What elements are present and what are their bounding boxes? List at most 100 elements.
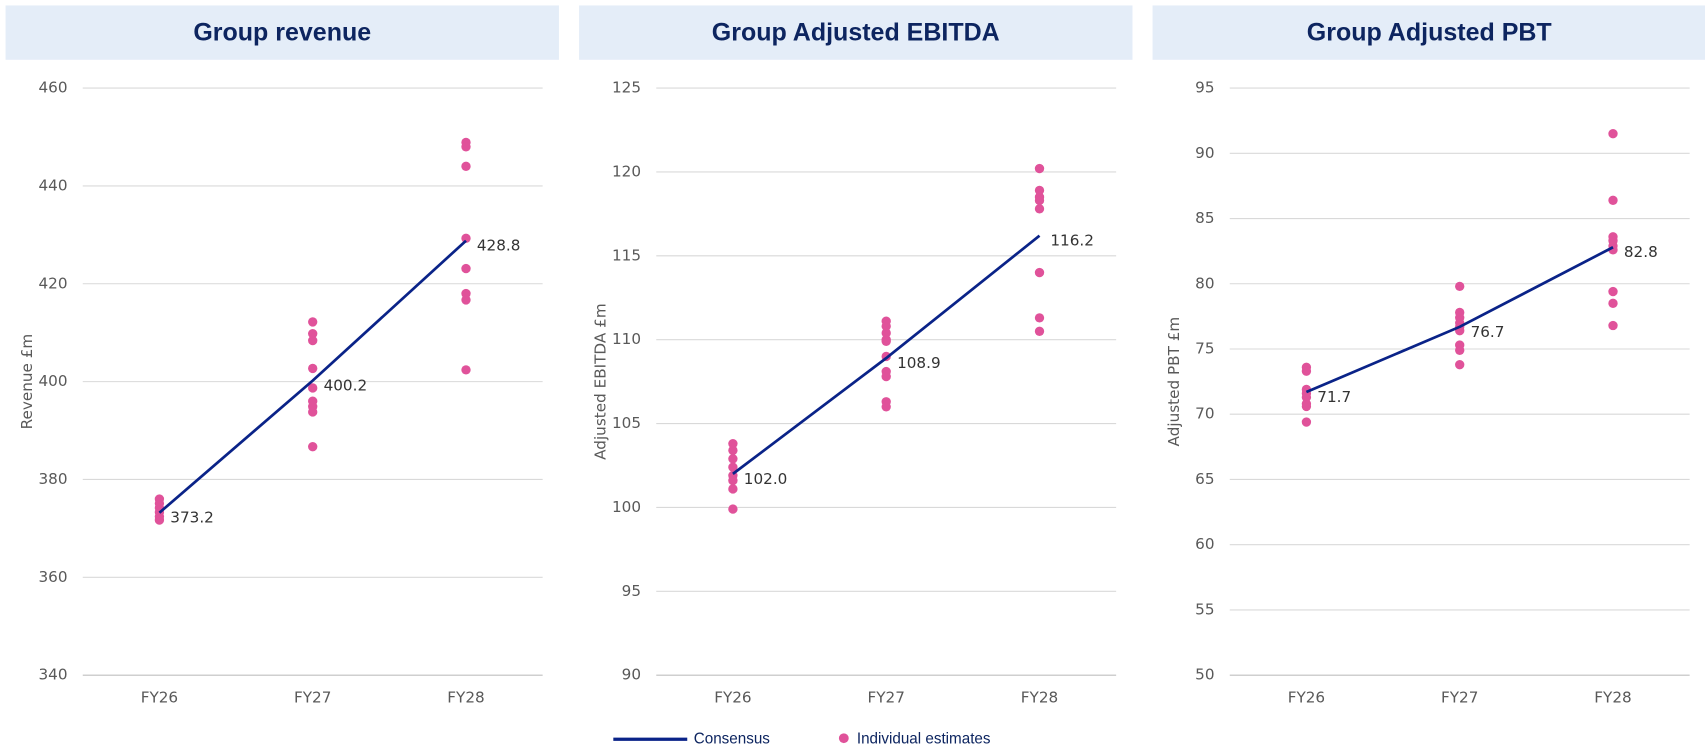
- estimate-dot: [1034, 163, 1045, 174]
- panel-header: [579, 5, 1133, 60]
- x-tick-label: FY26: [1288, 688, 1325, 706]
- y-tick-label: 90: [1195, 144, 1214, 162]
- consensus-line: [732, 234, 1041, 475]
- data-label: 428.8: [477, 237, 521, 255]
- estimate-dot: [881, 328, 891, 338]
- estimate-dot: [461, 295, 471, 305]
- x-tick-label: FY28: [1021, 688, 1058, 706]
- y-tick-label: 360: [38, 568, 67, 586]
- estimate-dot: [461, 161, 471, 172]
- estimate-dot: [1034, 313, 1045, 323]
- estimate-dot: [728, 438, 738, 449]
- estimate-dot: [1301, 417, 1312, 427]
- estimate-dot: [308, 328, 318, 339]
- estimate-dot: [308, 317, 318, 327]
- charts: Group revenue Revenue £m 340 360 380 400 420 44…: [5, 5, 1705, 747]
- estimate-dot: [308, 363, 318, 374]
- estimate-dot: [728, 454, 738, 464]
- legend-dot: [838, 733, 849, 744]
- data-label: 82.8: [1624, 243, 1658, 261]
- y-tick-label: 400: [38, 372, 67, 390]
- y-tick-label: 100: [612, 498, 641, 516]
- estimate-dot: [728, 504, 738, 514]
- y-tick-label: 65: [1195, 470, 1214, 488]
- legend-label: Individual estimates: [857, 730, 991, 747]
- estimate-dot: [461, 365, 471, 375]
- y-axis-label: Revenue £m: [18, 334, 36, 430]
- estimate-dot: [1034, 204, 1045, 214]
- x-tick-label: FY26: [141, 688, 178, 706]
- y-tick-label: 110: [612, 330, 641, 348]
- estimate-dot: [1455, 345, 1465, 355]
- estimate-dot: [308, 335, 318, 346]
- consensus-line: [1305, 246, 1614, 394]
- estimate-dot: [1608, 129, 1618, 139]
- y-tick-label: 115: [612, 246, 641, 264]
- estimate-dot: [1301, 392, 1312, 402]
- estimate-dot: [1034, 326, 1045, 336]
- x-tick-label: FY27: [294, 688, 331, 706]
- estimate-dot: [308, 383, 318, 393]
- consensus-line: [158, 239, 467, 514]
- x-tick-label: FY27: [1441, 688, 1478, 706]
- y-tick-label: 440: [38, 176, 67, 194]
- estimate-dot: [881, 402, 891, 412]
- panel-header: [5, 5, 559, 60]
- y-axis-label: Adjusted PBT £m: [1165, 317, 1183, 447]
- y-tick-label: 380: [38, 470, 67, 488]
- y-tick-label: 60: [1195, 535, 1214, 553]
- data-label: 76.7: [1471, 323, 1505, 341]
- panel-header: [1152, 5, 1705, 60]
- y-tick-label: 105: [612, 414, 641, 432]
- y-tick-label: 340: [38, 666, 67, 684]
- data-label: 71.7: [1317, 388, 1351, 406]
- estimate-dot: [1455, 281, 1465, 292]
- x-tick-label: FY28: [1594, 688, 1631, 706]
- estimate-dot: [1301, 366, 1312, 376]
- data-label: 108.9: [897, 354, 941, 372]
- estimate-dot: [1034, 195, 1045, 206]
- estimate-dot: [1608, 298, 1618, 309]
- y-tick-label: 55: [1195, 600, 1214, 618]
- estimate-dot: [728, 462, 738, 472]
- chart-title: Group Adjusted PBT: [1307, 18, 1552, 46]
- estimate-dot: [1608, 320, 1618, 331]
- estimate-dot: [1608, 195, 1618, 205]
- data-label: 102.0: [744, 470, 788, 488]
- estimate-dot: [881, 321, 891, 331]
- data-label: 116.2: [1050, 232, 1094, 250]
- y-axis-label: Adjusted EBITDA £m: [591, 303, 609, 459]
- y-tick-label: 75: [1195, 339, 1214, 357]
- y-tick-label: 95: [622, 582, 641, 600]
- estimate-dot: [461, 233, 471, 243]
- estimate-dot: [728, 445, 738, 456]
- y-tick-label: 95: [1195, 79, 1214, 97]
- y-tick-label: 80: [1195, 274, 1214, 292]
- estimate-dot: [1608, 286, 1618, 297]
- y-tick-label: 120: [612, 162, 641, 180]
- y-tick-label: 70: [1195, 405, 1214, 423]
- estimate-dot: [308, 442, 318, 452]
- estimate-dot: [728, 484, 738, 494]
- x-tick-label: FY27: [867, 688, 904, 706]
- chart-title: Group revenue: [193, 18, 371, 46]
- estimate-dot: [154, 515, 165, 525]
- y-tick-label: 50: [1195, 666, 1214, 684]
- x-tick-label: FY26: [714, 688, 751, 706]
- data-label: 373.2: [170, 509, 214, 527]
- legend-label: Consensus: [694, 730, 771, 747]
- chart-title: Group Adjusted EBITDA: [712, 18, 1000, 46]
- estimate-dot: [1455, 359, 1465, 370]
- estimate-dot: [1034, 267, 1045, 278]
- y-tick-label: 460: [38, 79, 67, 97]
- estimate-dot: [881, 371, 891, 382]
- estimate-dot: [1301, 401, 1312, 412]
- estimate-dot: [461, 142, 471, 152]
- y-tick-label: 85: [1195, 209, 1214, 227]
- y-tick-label: 420: [38, 274, 67, 292]
- x-tick-label: FY28: [447, 688, 484, 706]
- data-label: 400.2: [324, 377, 368, 395]
- estimate-dot: [461, 263, 471, 274]
- y-tick-label: 125: [612, 79, 641, 97]
